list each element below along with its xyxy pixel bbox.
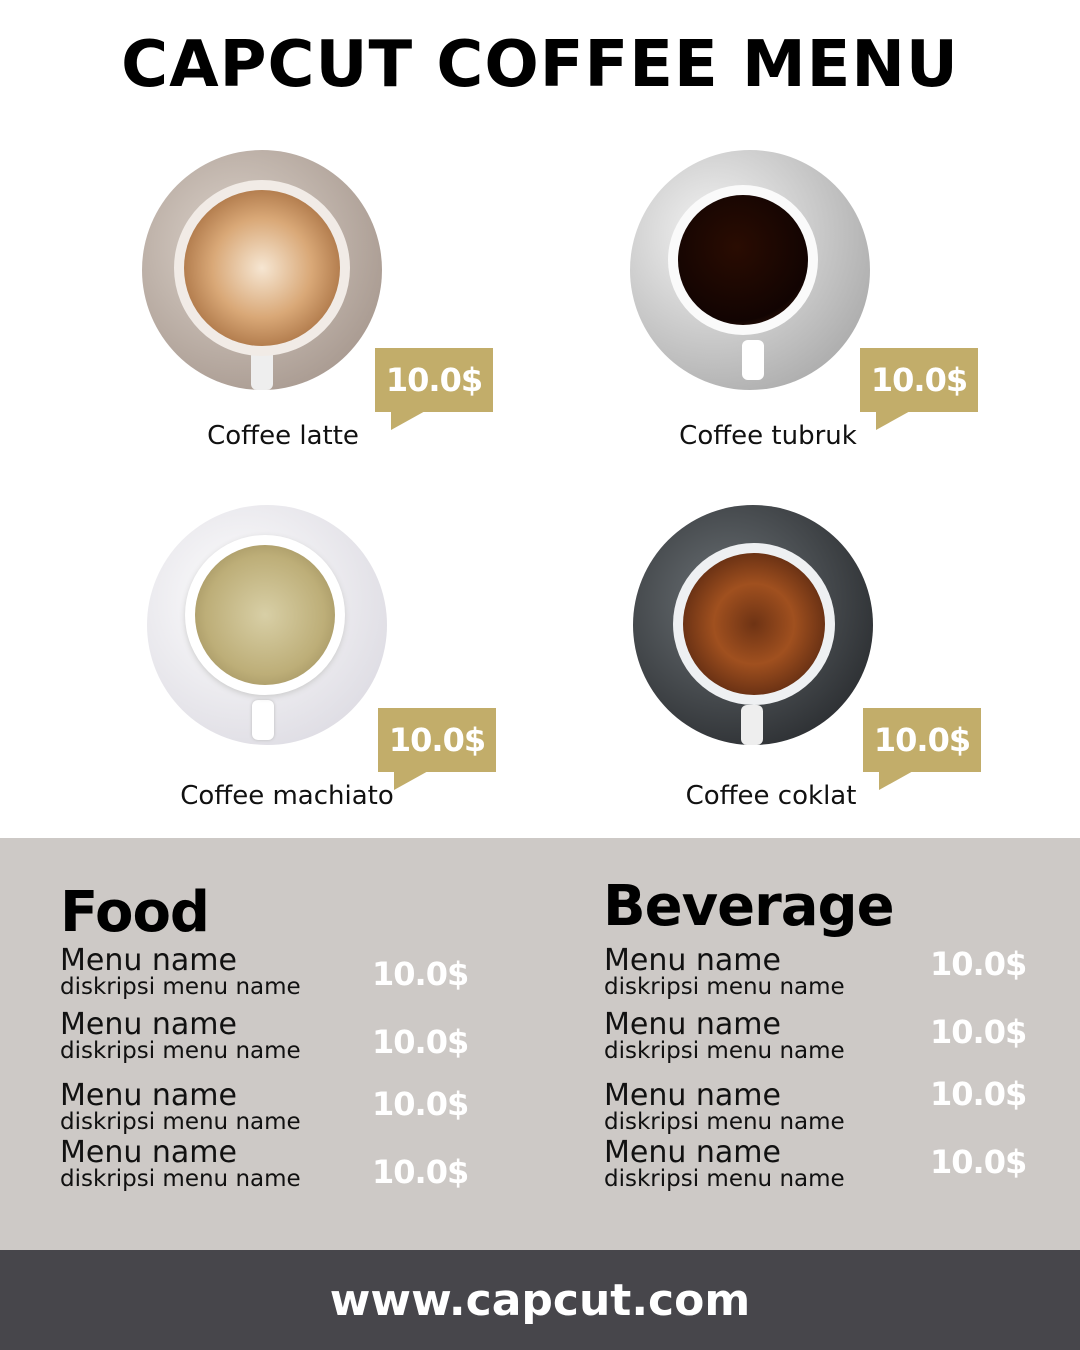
menu-item-name: Menu name [60,1007,237,1042]
coffee-latte-image [142,150,382,390]
menu-item-price: 10.0$ [372,1153,469,1191]
price-tag: 10.0$ [860,348,978,430]
menu-item: Menu name diskripsi menu name [60,1007,380,1064]
menu-item-price: 10.0$ [372,1023,469,1061]
menu-item: Menu name diskripsi menu name [60,1078,380,1135]
menu-item-desc: diskripsi menu name [604,1109,845,1135]
menu-item-desc: diskripsi menu name [604,974,845,1000]
coffee-machiato-image [147,505,387,745]
menu-item-price: 10.0$ [372,1085,469,1123]
menu-item-desc: diskripsi menu name [60,1038,301,1064]
price-tag: 10.0$ [863,708,981,790]
menu-item-desc: diskripsi menu name [60,1166,301,1192]
menu-item-price: 10.0$ [930,1013,1027,1051]
footer: www.capcut.com [0,1250,1080,1350]
product-name: Coffee machiato [180,781,394,811]
menu-item: Menu name diskripsi menu name [604,1078,924,1135]
menu-item: Menu name diskripsi menu name [604,1007,924,1064]
beverage-heading: Beverage [603,874,895,939]
product-name: Coffee coklat [685,781,857,811]
menu-item-name: Menu name [604,1078,781,1113]
menu-item: Menu name diskripsi menu name [60,943,380,1000]
page-title: CAPCUT COFFEE MENU [121,28,959,102]
menu-item-price: 10.0$ [372,955,469,993]
product-name: Coffee tubruk [679,421,857,451]
menu-item: Menu name diskripsi menu name [60,1135,380,1192]
website-url: www.capcut.com [329,1274,751,1326]
product-name: Coffee latte [207,421,359,451]
menu-item-name: Menu name [604,1007,781,1042]
menu-item-desc: diskripsi menu name [60,1109,301,1135]
menu-item-price: 10.0$ [930,1143,1027,1181]
menu-item-name: Menu name [60,943,237,978]
menu-item-desc: diskripsi menu name [604,1166,845,1192]
menu-item-name: Menu name [604,943,781,978]
menu-item-desc: diskripsi menu name [60,974,301,1000]
menu-item-price: 10.0$ [930,1075,1027,1113]
menu-item-name: Menu name [60,1135,237,1170]
menu-item: Menu name diskripsi menu name [604,1135,924,1192]
coffee-coklat-image [633,505,873,745]
price-tag: 10.0$ [375,348,493,430]
menu-section [0,838,1080,1250]
price-tag: 10.0$ [378,708,496,790]
menu-item: Menu name diskripsi menu name [604,943,924,1000]
menu-item-desc: diskripsi menu name [604,1038,845,1064]
coffee-tubruk-image [630,150,870,390]
menu-item-name: Menu name [604,1135,781,1170]
menu-item-name: Menu name [60,1078,237,1113]
menu-item-price: 10.0$ [930,945,1027,983]
food-heading: Food [60,880,210,945]
